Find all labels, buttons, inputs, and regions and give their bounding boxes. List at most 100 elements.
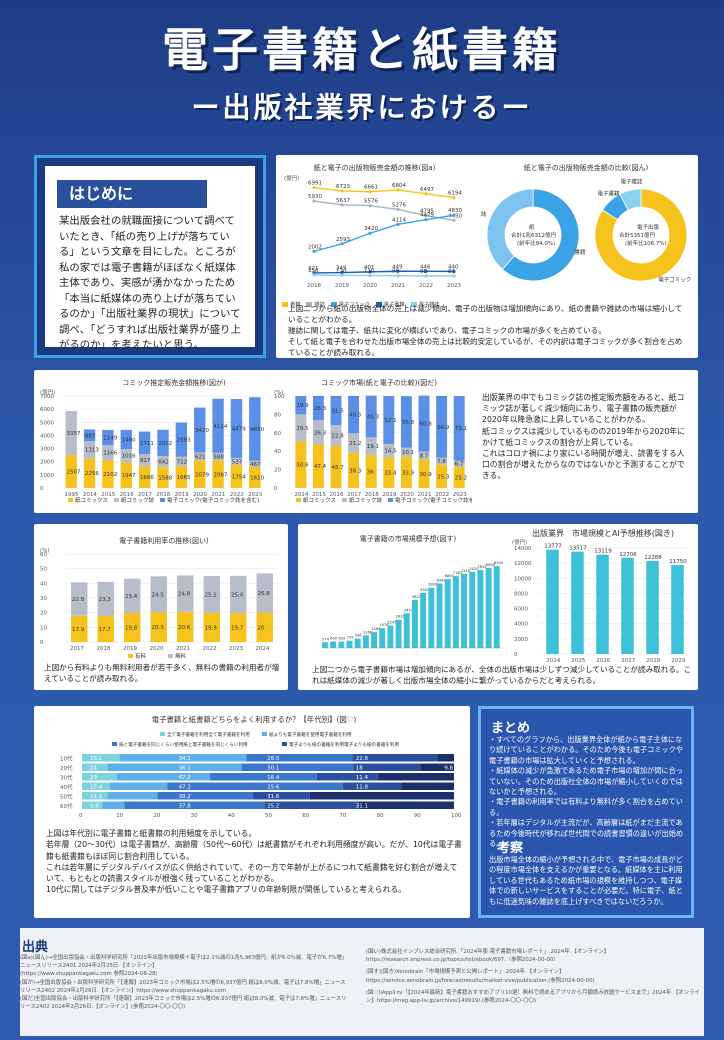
legend-swatch	[375, 302, 382, 307]
bar-value-label: 1460	[122, 437, 136, 443]
data-label: 6497	[420, 187, 434, 193]
bar-segment	[102, 801, 125, 809]
bar-segment	[120, 462, 132, 488]
legend-label: 有料	[135, 652, 147, 660]
source-item: (図a)(図ん)→全国出版協会・出版科学研究所「2023年出版市場規模＋電子は2…	[20, 955, 348, 970]
bar-segment	[420, 763, 454, 771]
bar-value-label: 2826	[396, 615, 406, 619]
bar-value-label: 19.7	[231, 626, 244, 632]
bar-value-label: 650	[330, 637, 338, 641]
x-tick-label: 2018	[365, 492, 379, 498]
legend-swatch	[160, 732, 165, 736]
bar-value-label: 23.3	[99, 597, 112, 603]
bar-segment	[175, 456, 188, 467]
bar-value-label: 21.2	[349, 441, 361, 447]
bar-value-label: 40.5	[349, 413, 362, 419]
bar-value-label: 7815	[477, 565, 486, 569]
bar-value-label: 629	[338, 637, 346, 641]
bar-value-label: 4479	[232, 426, 246, 432]
data-label: 4114	[392, 217, 406, 223]
bar-segment	[209, 773, 317, 781]
bar	[571, 551, 584, 654]
bar-segment	[124, 612, 141, 642]
bar-value-label: 38.3	[349, 468, 362, 474]
bar-segment	[194, 452, 206, 461]
bar-value-label: 31.6	[267, 794, 280, 800]
legend-swatch	[330, 302, 337, 307]
bar	[596, 554, 609, 654]
bar-value-label: 25.1	[205, 592, 217, 598]
bar-value-label: 11.4	[356, 775, 369, 781]
bar-value-label: 1976	[379, 623, 389, 627]
bar-segment	[177, 611, 194, 642]
bar-segment	[82, 801, 103, 809]
bar-value-label: 13119	[594, 549, 612, 555]
x-tick-label: 2018	[156, 492, 170, 498]
source-item: (図が)→全国出版協会・出版科学研究所「【速報】2023年コミック市場は2.5%…	[20, 979, 346, 994]
intro-inner: はじめに 某出版会社の就職面接について調べていたとき、「紙の売り上げが落ちている…	[45, 166, 255, 351]
bar-value-label: 4830	[250, 427, 264, 433]
x-tick-label: 2026	[596, 658, 610, 664]
x-tick-label: 1995	[64, 492, 78, 498]
bar	[444, 579, 451, 648]
legend-label: 電子書籍	[383, 302, 405, 308]
summary-body: ・すべてのグラフから、出版業界全体が紙から電子主体になり続けていることがわかる。…	[489, 735, 684, 849]
bar-value-label: 2087	[213, 472, 227, 478]
bar-value-label: 20.3	[152, 625, 165, 631]
data-label: 6991	[308, 181, 322, 187]
bar-segment	[436, 396, 448, 458]
data-label: 6723	[336, 184, 350, 190]
bar-value-label: 36	[367, 469, 374, 475]
bar	[436, 583, 443, 648]
panel-market-forecast: 電子書籍の市場規模予想(図す) 出版業界 市場規模とAI予想推移(図き) 574…	[298, 524, 698, 690]
bar-value-label: 574	[322, 637, 330, 641]
x-tick-label: 2020	[400, 492, 414, 498]
bar-segment	[124, 801, 266, 809]
data-label: 4830	[448, 208, 462, 214]
panel-ebook-usage: 電子書籍利用率の推移(図い) (%) 0 10 20 30 40 50 60 17.9 22.8 2…	[34, 524, 288, 690]
bar-segment	[383, 457, 395, 488]
data-point	[368, 270, 372, 274]
panel-sales-trend: 紙と電子の出版物販売金額の推移(図a) 紙と電子の出版物販売金額の比較(図ん) …	[276, 155, 698, 358]
y-tick-label: 10000	[514, 576, 532, 582]
bar-segment	[249, 397, 261, 461]
bar-value-label: 2256	[85, 471, 99, 477]
data-point	[312, 199, 316, 203]
bar-segment	[82, 763, 108, 771]
x-tick-label: 2016	[120, 492, 134, 498]
bar-value-label: 26.3	[314, 406, 327, 412]
x-tick-label: 2022	[203, 646, 217, 652]
series-line-4	[313, 274, 455, 277]
legend-label: 紙コミックス	[75, 496, 108, 504]
bar-segment	[82, 773, 117, 781]
legend-label: 雑誌	[314, 302, 325, 308]
y-unit-label: (億円)	[284, 174, 299, 182]
y-tick-label: 50代	[60, 793, 73, 801]
legend-item: 電子コミック	[330, 301, 370, 308]
bar-value-label: 7.8	[437, 459, 446, 465]
data-point	[312, 185, 316, 190]
bar-value-label: 22.8	[72, 597, 85, 603]
bar-value-label: 30.9	[420, 472, 433, 478]
x-tick-label: 2018	[97, 646, 111, 652]
x-tick-label: 2014	[83, 492, 97, 498]
x-tick-label: 2020	[363, 283, 377, 289]
bar-value-label: 55.8	[402, 420, 415, 426]
bar-segment	[249, 460, 261, 467]
x-tick-label: 30	[191, 813, 198, 819]
bar-value-label: 11750	[669, 559, 687, 565]
bar-value-label: 588	[213, 455, 224, 461]
bar-value-label: 887	[85, 433, 96, 439]
data-point	[452, 274, 456, 278]
bar-value-label: 1711	[140, 441, 154, 447]
bar	[546, 549, 559, 654]
x-tick-label: 2016	[330, 492, 344, 498]
bar-segment	[120, 449, 132, 463]
y-tick-label: 10代	[60, 755, 73, 763]
bar-segment	[295, 414, 307, 442]
bar	[452, 576, 459, 648]
bar-value-label: 467	[250, 462, 261, 468]
bar-segment	[203, 576, 220, 613]
legend-swatch	[160, 498, 165, 502]
bar	[420, 592, 427, 648]
